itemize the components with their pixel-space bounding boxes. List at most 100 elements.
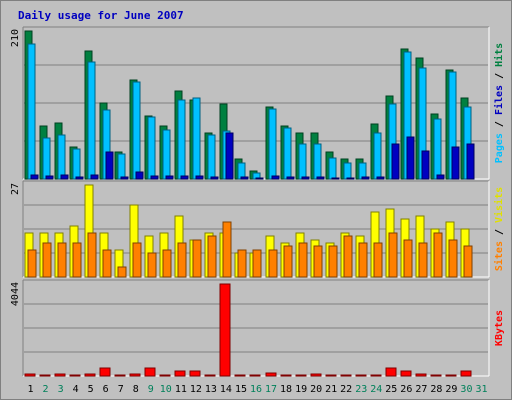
bar-sites-day-30 (463, 245, 473, 278)
bar-kbytes-day-10 (159, 374, 171, 377)
bar-pages-day-12 (195, 175, 204, 180)
bar-files-day-1 (27, 43, 36, 180)
day-label-24: 24 (370, 384, 382, 395)
bar-files-day-24 (373, 132, 382, 180)
panel-side-legend: Sites / Visits (493, 187, 505, 271)
bar-pages-day-13 (210, 176, 219, 180)
day-label-16: 16 (250, 384, 262, 395)
day-label-9: 9 (148, 384, 154, 395)
bar-kbytes-day-26 (400, 370, 412, 377)
bar-kbytes-day-20 (310, 373, 322, 377)
bar-sites-day-1 (27, 249, 37, 278)
legend-visits: Visits (493, 187, 505, 223)
day-label-8: 8 (133, 384, 139, 395)
bar-kbytes-day-2 (39, 374, 51, 377)
bar-kbytes-day-6 (99, 367, 111, 377)
day-label-5: 5 (88, 384, 94, 395)
day-label-12: 12 (190, 384, 202, 395)
bar-kbytes-day-17 (265, 372, 277, 377)
day-label-28: 28 (430, 384, 442, 395)
day-label-20: 20 (310, 384, 322, 395)
bar-kbytes-day-13 (204, 374, 216, 377)
bar-pages-day-6 (105, 151, 114, 180)
day-label-18: 18 (280, 384, 292, 395)
bar-files-day-20 (313, 143, 322, 180)
bar-pages-day-16 (255, 177, 264, 180)
bar-kbytes-day-22 (340, 374, 352, 377)
day-label-21: 21 (325, 384, 337, 395)
series-pages (30, 132, 475, 180)
day-label-4: 4 (73, 384, 79, 395)
bar-pages-day-30 (466, 143, 475, 180)
bar-pages-day-22 (346, 177, 355, 180)
bar-files-day-13 (207, 134, 216, 180)
bar-files-day-17 (268, 108, 277, 180)
bar-sites-day-19 (298, 242, 308, 278)
bar-sites-day-25 (388, 232, 398, 278)
bar-sites-day-18 (283, 245, 293, 278)
day-label-11: 11 (175, 384, 187, 395)
panel-kbytes: 4044 KBytes (10, 279, 505, 377)
bar-files-day-5 (87, 61, 96, 180)
bar-pages-day-7 (120, 176, 129, 180)
bar-kbytes-day-8 (129, 373, 141, 377)
bar-sites-day-17 (268, 249, 278, 278)
bar-pages-day-17 (271, 175, 280, 180)
day-label-23: 23 (355, 384, 367, 395)
bar-sites-day-20 (313, 245, 323, 278)
bar-sites-day-22 (343, 235, 353, 278)
series-files (27, 43, 472, 180)
legend-separator: / (494, 67, 505, 85)
x-axis-day-labels: 1 2 3 4 5 6 7 8 9 10 11 12 13 14 15 16 17 18 19 20 21 22 23 24 2… (28, 384, 488, 395)
bar-sites-day-27 (418, 242, 428, 278)
bar-pages-day-23 (361, 176, 370, 180)
panel-side-legend: Pages / Files / Hits (493, 43, 505, 163)
bar-files-day-21 (328, 157, 337, 180)
bar-kbytes-day-28 (430, 374, 442, 377)
day-label-3: 3 (58, 384, 64, 395)
legend-hits: Hits (493, 43, 505, 67)
bar-pages-day-2 (45, 175, 54, 180)
day-label-6: 6 (103, 384, 109, 395)
bar-kbytes-day-9 (144, 367, 156, 377)
bar-files-day-3 (57, 134, 66, 180)
bar-files-day-2 (42, 137, 51, 180)
bar-kbytes-day-21 (325, 374, 337, 377)
bar-kbytes-day-3 (54, 373, 66, 377)
day-label-30: 30 (460, 384, 472, 395)
bar-kbytes-day-16 (249, 374, 261, 377)
bar-kbytes-day-12 (189, 370, 201, 377)
bar-sites-day-10 (162, 249, 172, 278)
bar-pages-day-10 (165, 175, 174, 180)
bar-files-day-22 (343, 162, 352, 180)
day-label-31: 31 (475, 384, 487, 395)
bar-sites-day-12 (192, 239, 202, 278)
day-label-7: 7 (118, 384, 124, 395)
bar-pages-day-18 (286, 176, 295, 180)
bar-pages-day-5 (90, 174, 99, 180)
bar-files-day-9 (147, 116, 156, 180)
bar-sites-day-24 (373, 242, 383, 278)
bar-sites-day-2 (42, 242, 52, 278)
bar-files-day-28 (433, 118, 442, 180)
bar-files-day-8 (132, 81, 141, 180)
day-label-10: 10 (160, 384, 172, 395)
bar-kbytes-day-11 (174, 370, 186, 377)
bar-sites-day-14 (222, 221, 232, 278)
bar-pages-day-27 (421, 150, 430, 180)
bar-kbytes-day-1 (24, 373, 36, 377)
day-label-17: 17 (265, 384, 277, 395)
bar-pages-day-14 (225, 132, 234, 180)
bar-files-day-4 (72, 148, 81, 180)
bar-pages-day-3 (60, 174, 69, 180)
bar-sites-day-26 (403, 239, 413, 278)
bar-sites-day-11 (177, 242, 187, 278)
bar-pages-day-20 (316, 176, 325, 180)
bar-kbytes-day-15 (234, 374, 246, 377)
day-label-26: 26 (400, 384, 412, 395)
bar-kbytes-day-19 (295, 374, 307, 377)
legend-files: Files (493, 85, 505, 115)
day-label-29: 29 (445, 384, 457, 395)
bar-kbytes-day-5 (84, 373, 96, 377)
bar-pages-day-4 (75, 176, 84, 180)
